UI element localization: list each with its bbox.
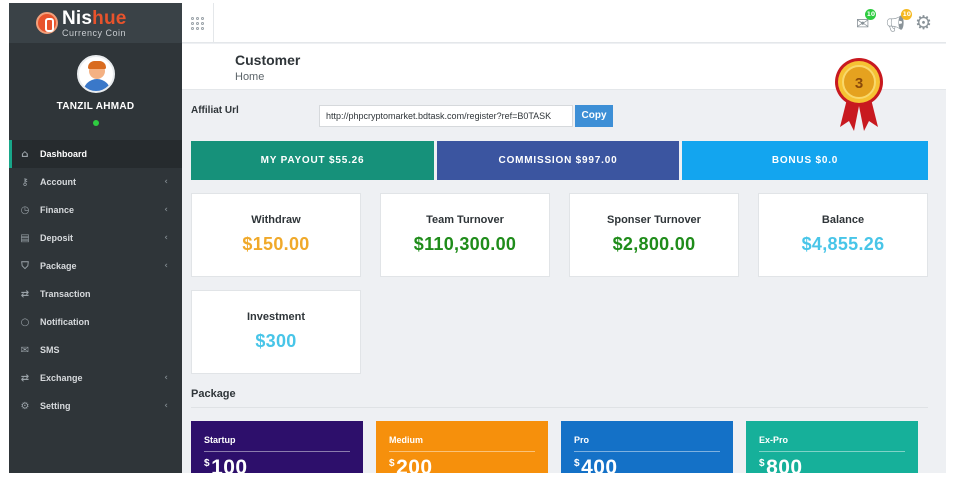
sidebar-item-package[interactable]: ⛉ Package ‹ [9,252,182,280]
apps-grid-button[interactable] [182,3,214,43]
brand-name: Nishue [62,9,127,28]
sidebar-item-label: SMS [40,345,60,355]
settings-button[interactable]: ⚙ [915,12,932,34]
commission-bar: COMMISSION $997.00 [437,141,679,180]
sidebar-item-sms[interactable]: ✉ SMS [9,336,182,364]
card-label: Balance [821,214,865,226]
package-card-startup[interactable]: Startup $100 [191,421,363,473]
home-icon: ⌂ [21,148,29,160]
sidebar-item-label: Exchange [40,373,83,383]
chevron-left-icon: ‹ [164,373,168,383]
card-icon: ▤ [20,232,30,244]
package-name: Medium [389,435,424,445]
card-label: Investment [246,311,306,323]
package-card-pro[interactable]: Pro $400 [561,421,733,473]
sidebar-item-account[interactable]: ⚷ Account ‹ [9,168,182,196]
brand-logo[interactable]: Nishue Currency Coin [9,3,182,43]
key-icon: ⚷ [21,176,29,188]
coin-logo-icon [36,12,58,34]
sidebar-item-dashboard[interactable]: ⌂ Dashboard [9,140,182,168]
balance-card: Balance $4,855.26 [758,193,928,277]
user-profile: TANZIL AHMAD [9,43,182,140]
brand-name-part1: Nis [62,7,93,29]
notice-button[interactable]: 📢︎ 10 [885,9,913,33]
affiliate-label: Affiliat Url [191,105,239,116]
investment-card: Investment $300 [191,290,361,374]
sidebar-item-label: Transaction [40,289,91,299]
package-name: Ex-Pro [759,435,789,445]
card-value: $2,800.00 [612,234,696,254]
brand-tagline: Currency Coin [62,27,127,38]
sidebar-menu: ⌂ Dashboard ⚷ Account ‹ ◷ Finance ‹ ▤ Deposit ‹… [9,140,182,420]
package-card-medium[interactable]: Medium $200 [376,421,548,473]
sidebar-item-label: Package [40,261,77,271]
settings-gear-icon: ⚙ [915,12,933,34]
online-status-indicator [92,120,99,126]
brand-name-part2: hue [92,7,127,29]
transfer-icon: ⇄ [20,288,30,300]
apps-grid-icon [191,16,204,30]
card-value: $300 [255,331,297,351]
package-card-ex-pro[interactable]: Ex-Pro $800 [746,421,918,473]
package-name: Startup [204,435,236,445]
chevron-left-icon: ‹ [164,205,168,215]
bonus-bar: BONUS $0.0 [682,141,928,180]
card-label: Sponser Turnover [607,214,701,226]
package-price: $800 [759,456,803,473]
medal-rank: 3 [855,75,863,92]
payout-bar: MY PAYOUT $55.26 [191,141,434,180]
card-value: $150.00 [242,234,310,254]
package-price: $100 [204,456,248,473]
sidebar-item-notification[interactable]: ○ Notification [9,308,182,336]
sidebar-item-label: Setting [40,401,71,411]
megaphone-icon: 📢︎ [885,14,906,33]
chevron-left-icon: ‹ [164,261,168,271]
mail-count-badge: 10 [865,9,877,20]
sidebar-item-label: Finance [40,205,75,215]
package-price: $400 [574,456,618,473]
sidebar-item-transaction[interactable]: ⇄ Transaction [9,280,182,308]
affiliate-url-field[interactable]: http://phpcryptomarket.bdtask.com/regist… [319,105,573,127]
sidebar-item-label: Account [40,177,76,187]
sidebar-item-label: Deposit [40,233,74,243]
card-label: Withdraw [251,214,301,226]
package-price: $200 [389,456,433,473]
sidebar-item-label: Notification [40,317,90,327]
user-name: TANZIL AHMAD [56,101,135,112]
app-window: Nishue Currency Coin TANZIL AHMAD ⌂ Dashb… [9,3,946,473]
withdraw-card: Withdraw $150.00 [191,193,361,277]
package-name: Pro [574,435,590,445]
page-header: Customer Home [182,44,946,90]
sidebar-item-label: Dashboard [40,149,88,159]
chat-icon: ○ [20,316,30,328]
package-icon: ⛉ [21,260,29,272]
notice-count-badge: 10 [901,9,913,20]
avatar[interactable] [76,55,115,93]
team-turnover-card: Team Turnover $110,300.00 [380,193,550,277]
exchange-icon: ⇄ [20,372,30,384]
mail-icon: ✉ [20,344,30,356]
card-value: $110,300.00 [413,234,517,254]
settings-icon: ⚙ [20,400,30,412]
sidebar-item-finance[interactable]: ◷ Finance ‹ [9,196,182,224]
chevron-left-icon: ‹ [164,401,168,411]
rank-medal-icon: 3 [835,58,883,131]
chevron-left-icon: ‹ [164,177,168,187]
sidebar-item-deposit[interactable]: ▤ Deposit ‹ [9,224,182,252]
breadcrumb: Home [235,71,265,83]
clock-icon: ◷ [20,204,30,216]
topbar: ✉ 10 📢︎ 10 ⚙ [182,3,946,43]
card-label: Team Turnover [426,214,504,226]
sidebar-item-setting[interactable]: ⚙ Setting ‹ [9,392,182,420]
card-value: $4,855.26 [801,234,885,254]
sponser-turnover-card: Sponser Turnover $2,800.00 [569,193,739,277]
sidebar-item-exchange[interactable]: ⇄ Exchange ‹ [9,364,182,392]
page-title: Customer [235,52,301,68]
section-divider [191,407,928,408]
sidebar: Nishue Currency Coin TANZIL AHMAD ⌂ Dashb… [9,3,182,473]
copy-button[interactable]: Copy [575,105,613,127]
chevron-left-icon: ‹ [164,233,168,243]
mail-button[interactable]: ✉ 10 [856,9,877,33]
package-section-title: Package [191,388,236,400]
